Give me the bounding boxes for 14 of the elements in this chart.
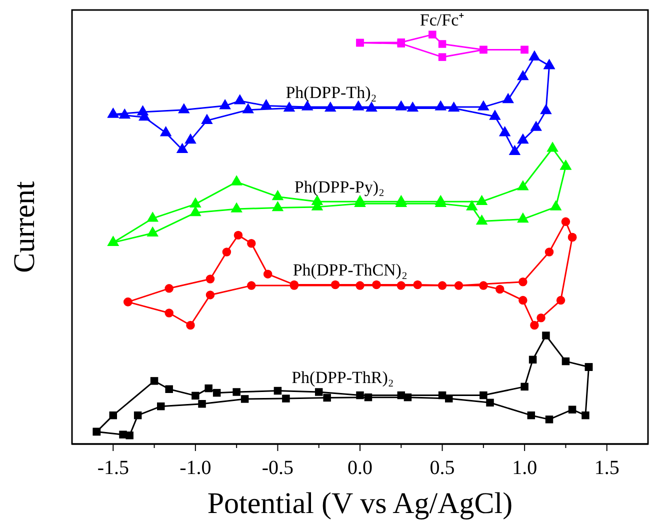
x-tick-label: -0.5 bbox=[262, 457, 294, 480]
series-label: Fc/Fc⁺ bbox=[420, 10, 465, 30]
x-tick-label: 0.0 bbox=[348, 457, 372, 480]
x-tick-label: 0.5 bbox=[430, 457, 455, 480]
x-axis-title: Potential (V vs Ag/AgCl) bbox=[207, 487, 513, 520]
x-tick-label: -1.5 bbox=[97, 457, 129, 480]
series-label: Ph(DPP-Py)₂ bbox=[294, 178, 384, 197]
x-tick-label: 1.5 bbox=[594, 457, 620, 480]
series-label: Ph(DPP-ThR)₂ bbox=[292, 368, 394, 387]
series-label: Ph(DPP-ThCN)₂ bbox=[292, 260, 408, 280]
x-tick-label: 1.0 bbox=[512, 457, 538, 480]
y-axis-title: Current bbox=[8, 180, 41, 273]
series-label: Ph(DPP-Th)₂ bbox=[286, 83, 377, 102]
x-tick-label: -1.0 bbox=[180, 457, 212, 480]
